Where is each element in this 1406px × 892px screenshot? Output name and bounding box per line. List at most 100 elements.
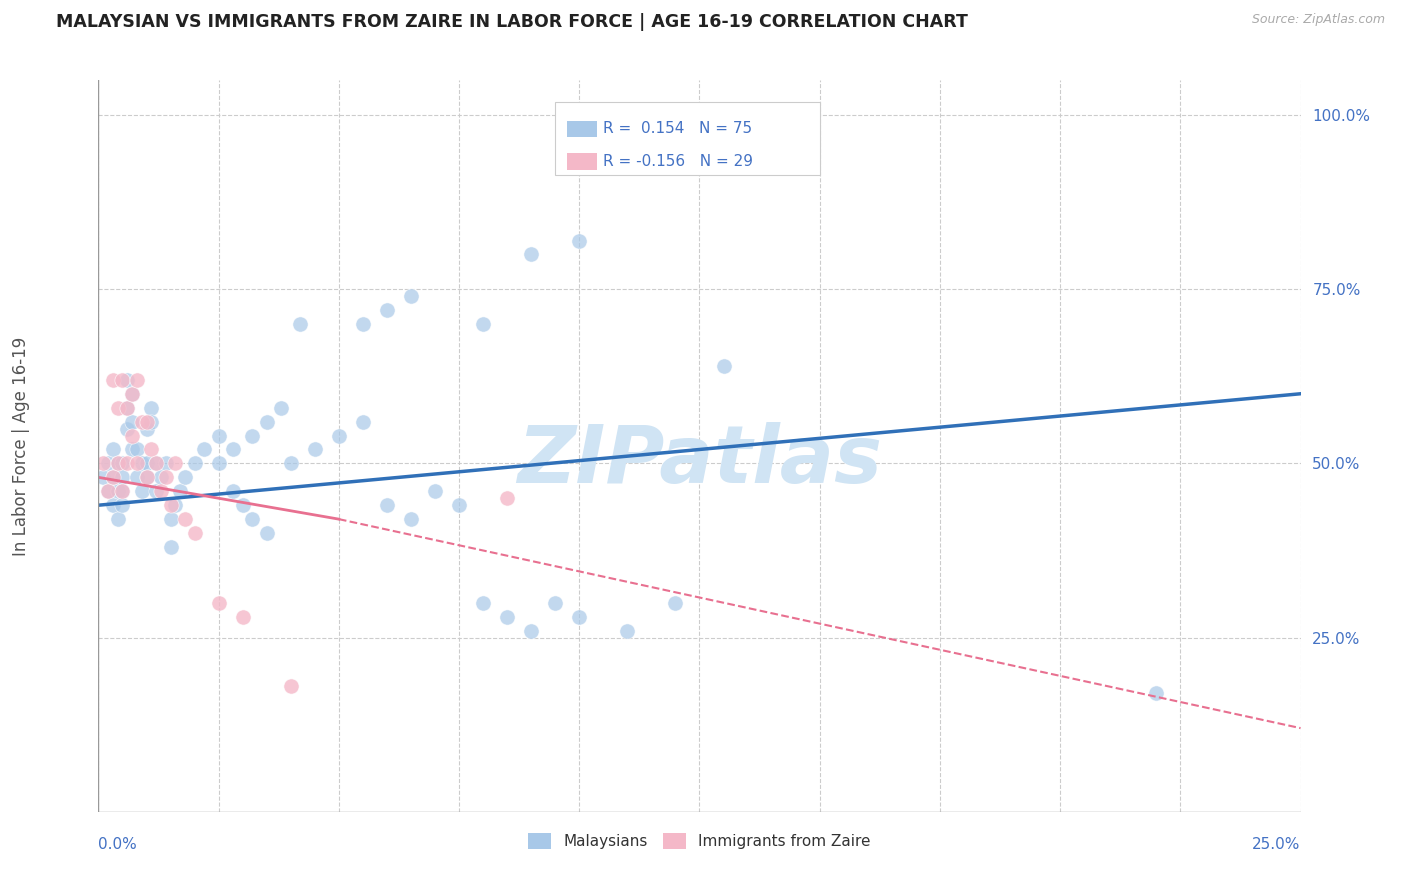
Point [232, 609, 254, 624]
Point [121, 386, 143, 401]
Point [111, 457, 134, 471]
Point [135, 415, 157, 429]
Point [520, 247, 543, 261]
Point [1144, 686, 1167, 700]
Point [159, 512, 181, 526]
Text: MALAYSIAN VS IMMIGRANTS FROM ZAIRE IN LABOR FORCE | AGE 16-19 CORRELATION CHART: MALAYSIAN VS IMMIGRANTS FROM ZAIRE IN LA… [56, 13, 969, 31]
Point [256, 526, 278, 541]
Point [125, 373, 148, 387]
Point [232, 498, 254, 512]
Point [141, 401, 163, 415]
Point [159, 498, 181, 512]
Point [135, 421, 157, 435]
Point [101, 498, 124, 512]
Point [616, 624, 638, 638]
Point [111, 373, 134, 387]
Point [713, 359, 735, 373]
Point [121, 428, 143, 442]
Point [520, 624, 543, 638]
Point [91, 470, 114, 484]
Point [169, 484, 191, 499]
Point [111, 470, 134, 484]
Point [472, 317, 495, 331]
Point [183, 457, 205, 471]
Point [101, 470, 124, 484]
Point [145, 457, 167, 471]
Point [135, 470, 157, 484]
Point [131, 457, 153, 471]
Point [107, 484, 129, 499]
Point [97, 484, 120, 499]
Text: In Labor Force | Age 16-19: In Labor Force | Age 16-19 [13, 336, 30, 556]
Point [375, 303, 398, 318]
Point [97, 457, 120, 471]
Point [352, 415, 374, 429]
Point [121, 415, 143, 429]
Point [423, 484, 446, 499]
Point [165, 498, 187, 512]
Point [568, 234, 591, 248]
Point [761, 108, 783, 122]
Point [280, 679, 302, 693]
Point [111, 484, 134, 499]
Point [447, 498, 470, 512]
Point [101, 470, 124, 484]
Point [117, 373, 139, 387]
Text: 25.0%: 25.0% [1253, 838, 1301, 853]
Point [141, 415, 163, 429]
Text: R =  0.154   N = 75: R = 0.154 N = 75 [603, 121, 752, 136]
Point [117, 401, 139, 415]
Point [107, 457, 129, 471]
Point [222, 484, 245, 499]
Point [304, 442, 326, 457]
Point [135, 470, 157, 484]
Point [165, 457, 187, 471]
Point [117, 421, 139, 435]
Point [121, 442, 143, 457]
Point [472, 596, 495, 610]
Point [155, 470, 177, 484]
Point [125, 470, 148, 484]
Point [155, 457, 177, 471]
Point [107, 512, 129, 526]
Point [101, 442, 124, 457]
Point [375, 498, 398, 512]
Point [174, 470, 197, 484]
Point [664, 596, 686, 610]
Text: 0.0%: 0.0% [98, 838, 138, 853]
Point [208, 457, 231, 471]
Point [159, 540, 181, 554]
Point [352, 317, 374, 331]
FancyBboxPatch shape [567, 120, 598, 136]
Point [240, 428, 263, 442]
Point [256, 415, 278, 429]
Point [174, 512, 197, 526]
Point [183, 526, 205, 541]
Point [107, 457, 129, 471]
Text: R = -0.156   N = 29: R = -0.156 N = 29 [603, 154, 754, 169]
Point [568, 609, 591, 624]
Point [270, 401, 292, 415]
Text: Source: ZipAtlas.com: Source: ZipAtlas.com [1251, 13, 1385, 27]
Point [125, 457, 148, 471]
Point [117, 457, 139, 471]
Point [111, 498, 134, 512]
FancyBboxPatch shape [567, 153, 598, 169]
Point [145, 457, 167, 471]
Legend: Malaysians, Immigrants from Zaire: Malaysians, Immigrants from Zaire [522, 827, 877, 855]
Point [208, 428, 231, 442]
Point [222, 442, 245, 457]
Point [496, 491, 519, 506]
Point [91, 457, 114, 471]
Point [131, 484, 153, 499]
Text: ZIPatlas: ZIPatlas [517, 422, 882, 500]
Point [328, 428, 350, 442]
Point [121, 386, 143, 401]
Point [193, 442, 215, 457]
Point [496, 609, 519, 624]
Point [544, 596, 567, 610]
Point [149, 484, 172, 499]
Point [97, 484, 120, 499]
Point [280, 457, 302, 471]
Point [141, 442, 163, 457]
